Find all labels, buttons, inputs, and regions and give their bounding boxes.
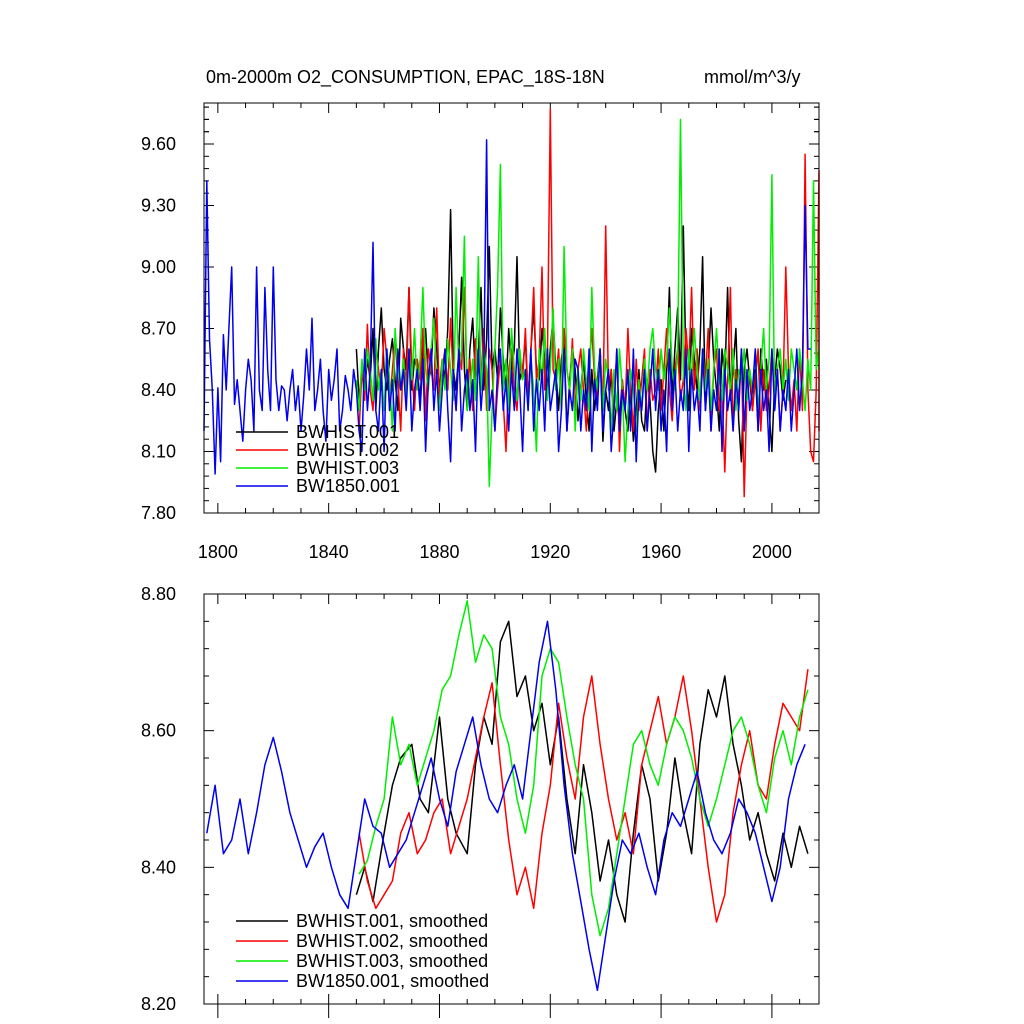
- bottom-series-line-1: [358, 669, 809, 923]
- top-ytick-label: 7.80: [141, 503, 176, 523]
- top-legend-label-3: BW1850.001: [296, 476, 400, 496]
- top-series-line-1: [358, 108, 820, 498]
- bottom-ytick-label: 8.60: [141, 721, 176, 741]
- bottom-panel: 8.208.408.608.80 BWHIST.001, smoothedBWH…: [141, 584, 820, 1018]
- top-chart-title: 0m-2000m O2_CONSUMPTION, EPAC_18S-18N: [206, 67, 605, 88]
- top-legend-label-0: BWHIST.001: [296, 422, 399, 442]
- bottom-axes: 8.20 8.40 8.60 8.80: [141, 584, 819, 1018]
- bottom-series-line-2: [358, 600, 809, 937]
- top-xtick-label: 1840: [309, 542, 349, 562]
- top-chart-units: mmol/m^3/y: [704, 67, 800, 87]
- bottom-series-line-3: [206, 620, 806, 992]
- top-ytick-label: 9.30: [141, 196, 176, 216]
- bottom-legend-label-2: BWHIST.003, smoothed: [296, 951, 488, 971]
- bottom-ytick-label: 8.40: [141, 857, 176, 877]
- top-ytick-label: 9.00: [141, 257, 176, 277]
- top-series-group: [203, 108, 820, 498]
- top-xtick-label: 1880: [419, 542, 459, 562]
- top-ytick-label: 8.10: [141, 442, 176, 462]
- bottom-legend-label-3: BW1850.001, smoothed: [296, 971, 489, 991]
- bottom-legend-label-0: BWHIST.001, smoothed: [296, 911, 488, 931]
- bottom-ytick-label: 8.20: [141, 994, 176, 1014]
- bottom-plot-frame: [203, 593, 820, 1005]
- top-xtick-label: 1800: [198, 542, 238, 562]
- top-xtick-label: 1920: [530, 542, 570, 562]
- top-plot-frame: [203, 102, 820, 514]
- bottom-ytick-label: 8.80: [141, 584, 176, 604]
- top-xtick-label: 2000: [752, 542, 792, 562]
- top-axes: 7.80 8.10 8.40 8.70 9.00 9.30 9.60 1800 1840 1880…: [141, 103, 819, 562]
- top-xtick-label: 1960: [641, 542, 681, 562]
- top-panel: 0m-2000m O2_CONSUMPTION, EPAC_18S-18N mm…: [141, 67, 820, 562]
- bottom-series-line-0: [355, 620, 809, 923]
- bottom-series-group: [206, 600, 809, 992]
- bottom-legend-label-1: BWHIST.002, smoothed: [296, 931, 488, 951]
- top-series-line-3: [203, 139, 811, 475]
- top-ytick-label: 8.40: [141, 380, 176, 400]
- top-ytick-label: 8.70: [141, 319, 176, 339]
- top-legend-label-2: BWHIST.003: [296, 458, 399, 478]
- top-ytick-label: 9.60: [141, 134, 176, 154]
- top-legend-label-1: BWHIST.002: [296, 440, 399, 460]
